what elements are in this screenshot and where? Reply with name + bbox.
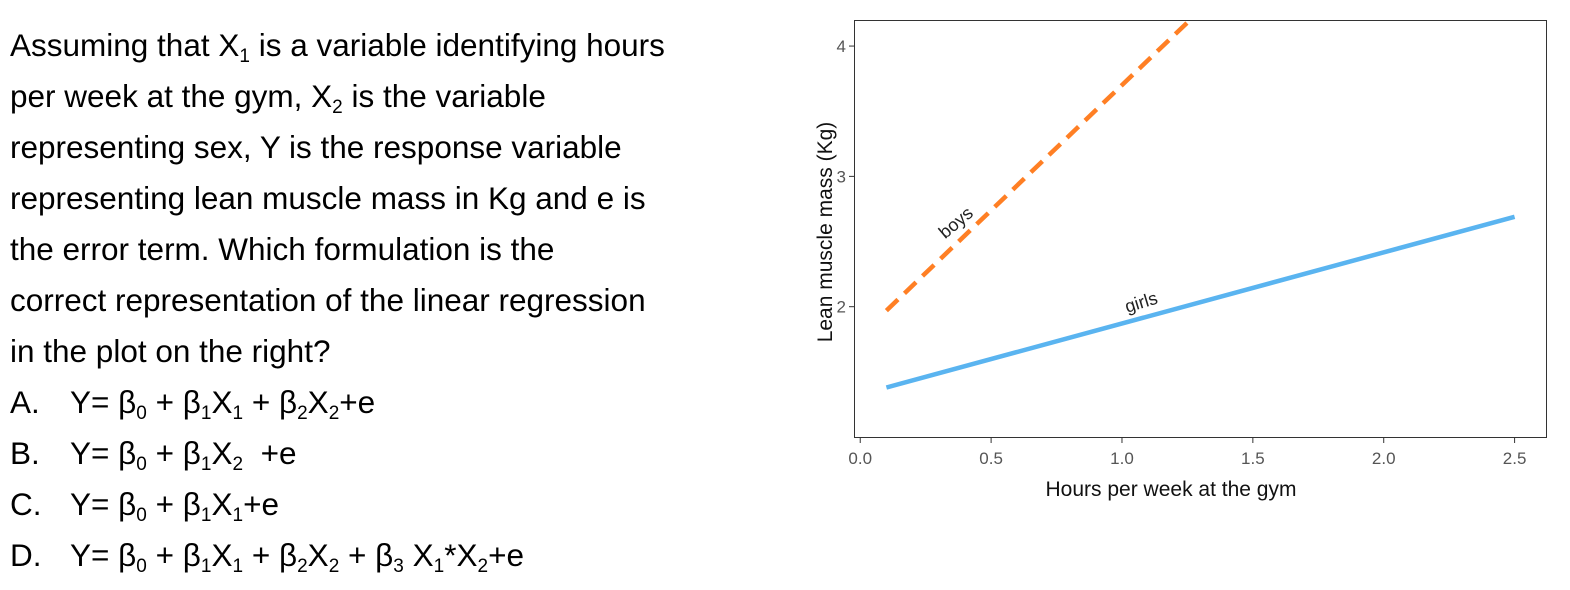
- text-run: +e: [243, 435, 297, 471]
- text-run: + β: [146, 384, 201, 420]
- subscript: 0: [136, 505, 147, 526]
- subscript: 2: [297, 556, 308, 577]
- subscript: 2: [332, 97, 343, 118]
- answer-option-b: B. Y= β0 + β1X2 +e: [10, 428, 790, 479]
- subscript: 2: [297, 403, 308, 424]
- x-tick-label: 1.5: [1241, 449, 1265, 468]
- text-run: is the variable: [342, 78, 546, 114]
- plot-panel-border: [854, 20, 1547, 438]
- y-tick-label: 2: [837, 298, 846, 317]
- y-axis-label: Lean muscle mass (Kg): [814, 122, 837, 343]
- subscript: 1: [200, 556, 212, 577]
- question-line: in the plot on the right?: [10, 326, 790, 377]
- text-run: +e: [339, 384, 376, 420]
- text-run: representing lean muscle mass in Kg and …: [10, 180, 646, 216]
- text-run: X: [211, 486, 233, 522]
- text-run: Y= β: [70, 384, 137, 420]
- series-line-girls: [885, 214, 1516, 390]
- answer-option-c: C. Y= β0 + β1X1+e: [10, 479, 790, 530]
- series-label-girls: girls: [1122, 288, 1159, 317]
- text-run: correct representation of the linear reg…: [10, 282, 646, 318]
- text-run: the error term. Which formulation is the: [10, 231, 555, 267]
- subscript: 2: [232, 454, 244, 475]
- text-run: representing sex, Y is the response vari…: [10, 129, 622, 165]
- question-line: representing lean muscle mass in Kg and …: [10, 173, 790, 224]
- text-run: +e: [243, 486, 279, 522]
- text-run: *X: [444, 537, 478, 573]
- answer-option-a: A. Y= β0 + β1X1 + β2X2+e: [10, 377, 790, 428]
- text-run: X: [307, 537, 329, 573]
- text-run: + β: [146, 486, 201, 522]
- subscript: 0: [136, 454, 147, 475]
- text-run: Y= β: [70, 435, 137, 471]
- text-run: + β: [243, 384, 298, 420]
- x-tick-label: 2.5: [1503, 449, 1527, 468]
- text-run: + β: [146, 537, 201, 573]
- x-tick-label: 0.0: [848, 449, 872, 468]
- series-labels: boys girls: [935, 203, 1160, 317]
- chart-lines: [884, 18, 1516, 390]
- subscript: 0: [136, 556, 147, 577]
- subscript: 2: [477, 556, 489, 577]
- text-run: + β: [339, 537, 394, 573]
- text-run: is a variable identifying hours: [249, 27, 665, 63]
- question-line: representing sex, Y is the response vari…: [10, 122, 790, 173]
- text-run: Y= β: [70, 486, 137, 522]
- answer-option-d: D. Y= β0 + β1X1 + β2X2 + β3 X1*X2+e: [10, 530, 790, 581]
- subscript: 1: [232, 403, 244, 424]
- subscript: 1: [200, 403, 212, 424]
- x-tick-label: 0.5: [979, 449, 1003, 468]
- series-line-boys: [884, 18, 1192, 313]
- y-axis: 2 3 4: [837, 37, 855, 317]
- x-axis-label: Hours per week at the gym: [1046, 478, 1297, 501]
- x-tick-label: 2.0: [1372, 449, 1396, 468]
- text-run: X: [211, 435, 233, 471]
- series-label-boys: boys: [935, 203, 977, 243]
- option-formula: Y= β0 + β1X1+e: [70, 479, 279, 530]
- y-tick-label: 3: [837, 167, 846, 186]
- subscript: 3: [393, 556, 404, 577]
- text-run: +e: [488, 537, 524, 573]
- text-run: X: [211, 384, 233, 420]
- text-run: in the plot on the right?: [10, 333, 331, 369]
- text-run: + β: [243, 537, 298, 573]
- question-line: per week at the gym, X2 is the variable: [10, 71, 790, 122]
- text-run: Assuming that X: [10, 27, 240, 63]
- option-formula: Y= β0 + β1X1 + β2X2 + β3 X1*X2+e: [70, 530, 524, 581]
- subscript: 0: [136, 403, 147, 424]
- question-line: Assuming that X1 is a variable identifyi…: [10, 20, 790, 71]
- x-axis: 0.0 0.5 1.0 1.5 2.0 2.5: [848, 437, 1526, 468]
- option-letter: D.: [10, 537, 42, 573]
- text-run: X: [211, 537, 233, 573]
- text-run: + β: [146, 435, 201, 471]
- x-tick-label: 1.0: [1110, 449, 1134, 468]
- subscript: 2: [328, 556, 340, 577]
- question-line: the error term. Which formulation is the: [10, 224, 790, 275]
- subscript: 1: [232, 505, 244, 526]
- option-letter: B.: [10, 435, 40, 471]
- text-run: X: [403, 537, 434, 573]
- y-tick-label: 4: [837, 37, 846, 56]
- text-run: X: [307, 384, 329, 420]
- subscript: 1: [232, 556, 244, 577]
- question-text: Assuming that X1 is a variable identifyi…: [10, 20, 790, 581]
- text-run: Y= β: [70, 537, 137, 573]
- option-letter: C.: [10, 486, 42, 522]
- subscript: 1: [200, 454, 212, 475]
- text-run: per week at the gym, X: [10, 78, 333, 114]
- question-line: correct representation of the linear reg…: [10, 275, 790, 326]
- subscript: 1: [239, 46, 250, 67]
- subscript: 2: [328, 403, 340, 424]
- option-formula: Y= β0 + β1X1 + β2X2+e: [70, 377, 375, 428]
- subscript: 1: [433, 556, 445, 577]
- option-formula: Y= β0 + β1X2 +e: [70, 428, 296, 479]
- regression-chart: boys girls 0.0 0.5 1.0 1.5 2.0 2.5 2 3 4 Hours p…: [814, 18, 1547, 501]
- option-letter: A.: [10, 384, 40, 420]
- subscript: 1: [200, 505, 212, 526]
